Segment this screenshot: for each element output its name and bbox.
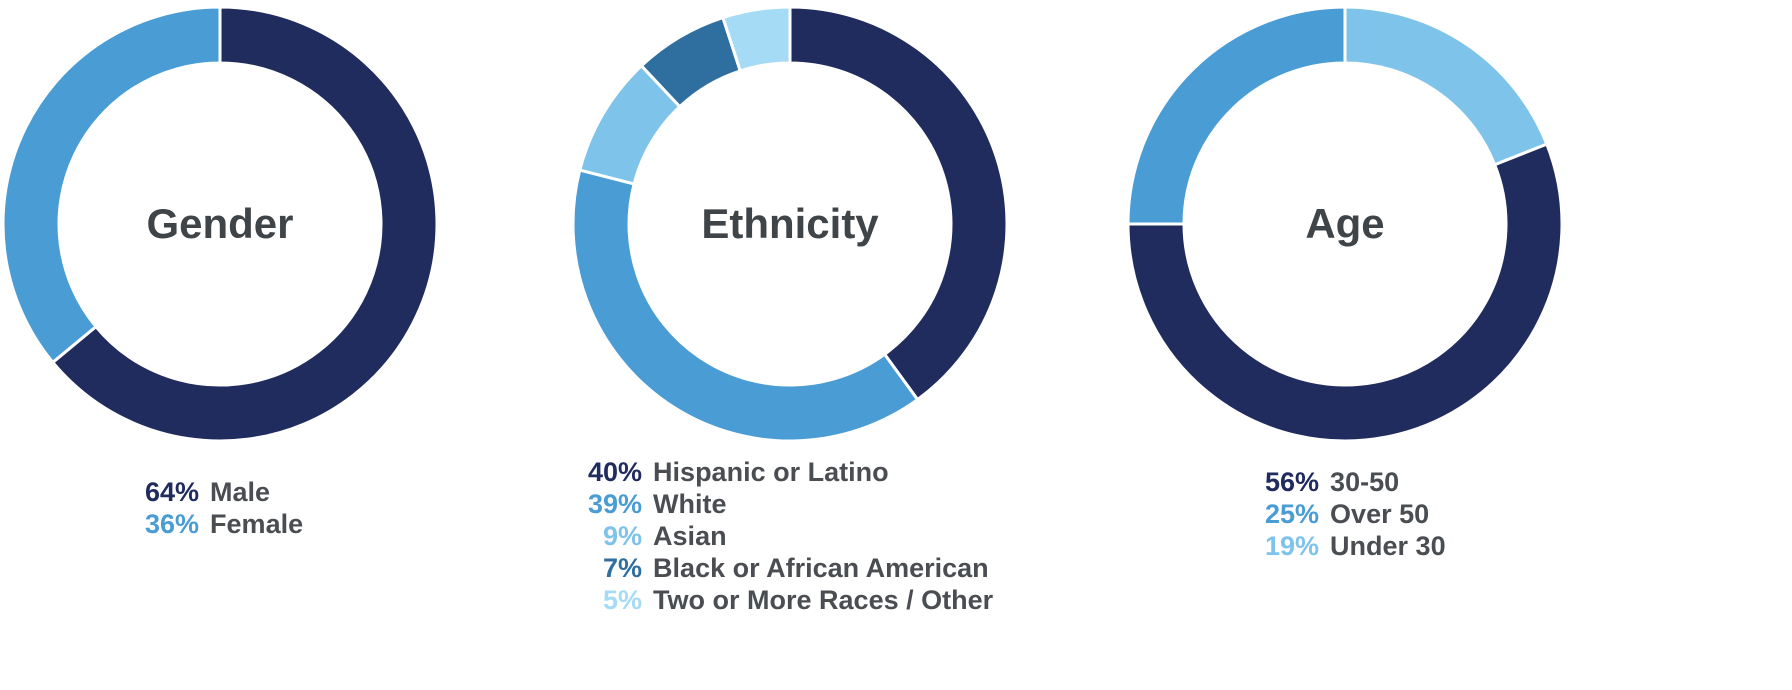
legend-label-asian: Asian: [653, 521, 727, 551]
age-slice-30-50: [1126, 142, 1564, 443]
age-donut-wrap: Age: [1125, 4, 1565, 444]
legend-percent-asian: 9%: [603, 521, 643, 551]
gender-donut-chart: [1, 5, 439, 443]
legend-label-white: White: [653, 489, 727, 519]
legend-label-30-50: 30-50: [1330, 467, 1400, 497]
ethnicity-donut-chart: [571, 5, 1009, 443]
legend-percent-female: 36%: [145, 509, 200, 539]
gender-chart-block: Gender 64% Male 36% Female: [0, 4, 440, 539]
legend-label-over-50: Over 50: [1330, 499, 1430, 529]
legend-label-hispanic-or-latino: Hispanic or Latino: [653, 457, 889, 487]
ethnicity-chart-block: Ethnicity 40% Hispanic or Latino 39% White 9…: [570, 4, 1010, 615]
legend-percent-white: 39%: [588, 489, 643, 519]
legend-percent-over-50: 25%: [1265, 499, 1320, 529]
legend-label-male: Male: [210, 477, 271, 507]
legend-percent-two-or-more-races-other: 5%: [603, 585, 643, 615]
legend-percent-under-30: 19%: [1265, 531, 1320, 561]
age-donut-chart: [1126, 5, 1564, 443]
ethnicity-donut-wrap: Ethnicity: [570, 4, 1010, 444]
ethnicity-slice-white: [571, 168, 920, 443]
legend-label-two-or-more-races-other: Two or More Races / Other: [653, 585, 994, 615]
legend-percent-black-or-african-american: 7%: [603, 553, 643, 583]
legend-percent-30-50: 56%: [1265, 467, 1320, 497]
ethnicity-legend: 40% Hispanic or Latino 39% White 9% Asian 7% Bl…: [588, 458, 1010, 615]
legend-label-black-or-african-american: Black or African American: [653, 553, 989, 583]
gender-slice-female: [1, 5, 222, 364]
gender-donut-wrap: Gender: [0, 4, 440, 444]
ethnicity-slice-two-or-more-races-other: [721, 5, 792, 73]
gender-legend: 64% Male 36% Female: [145, 478, 440, 539]
gender-slice-male: [51, 5, 439, 443]
legend-label-under-30: Under 30: [1330, 531, 1446, 561]
age-chart-block: Age 56% 30-50 25% Over 50 19% Under 30: [1125, 4, 1565, 561]
legend-label-female: Female: [210, 509, 304, 539]
age-slice-over-50: [1126, 5, 1347, 226]
age-legend: 56% 30-50 25% Over 50 19% Under 30: [1265, 468, 1565, 561]
legend-percent-male: 64%: [145, 477, 200, 507]
age-slice-under-30: [1343, 5, 1549, 167]
ethnicity-slice-hispanic-or-latino: [788, 5, 1009, 402]
legend-percent-hispanic-or-latino: 40%: [588, 457, 643, 487]
